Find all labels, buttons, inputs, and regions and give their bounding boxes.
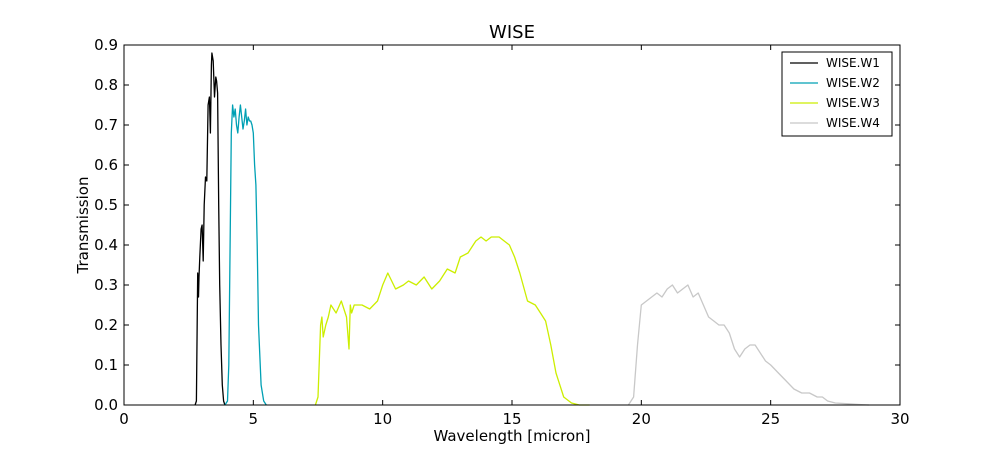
legend-label: WISE.W4 (826, 116, 880, 130)
y-tick-label: 0.4 (94, 236, 118, 254)
y-tick-label: 0.2 (94, 316, 118, 334)
x-tick-label: 15 (502, 410, 521, 428)
y-tick-label: 0.0 (94, 396, 118, 414)
x-tick-label: 0 (119, 410, 129, 428)
x-tick-label: 25 (761, 410, 780, 428)
legend-label: WISE.W2 (826, 76, 880, 90)
series-line-wise-w1 (194, 52, 226, 406)
legend-box (781, 51, 893, 137)
x-axis-label: Wavelength [micron] (433, 427, 590, 445)
y-tick-label: 0.1 (94, 356, 118, 374)
series-line-wise-w4 (627, 284, 870, 406)
y-tick-label: 0.9 (94, 36, 118, 54)
y-tick-label: 0.3 (94, 276, 118, 294)
x-tick-label: 20 (632, 410, 651, 428)
legend: WISE.W1 WISE.W2 WISE.W3 WISE.W4 (781, 51, 893, 137)
series-line-wise-w3 (314, 236, 590, 406)
y-tick-label: 0.7 (94, 116, 118, 134)
ticks: 0 5 10 15 20 25 30 0.0 0.1 0.2 0.3 0.4 0.5 0.6 0.7 0.8 0… (94, 36, 909, 428)
series-line-wise-w2 (224, 104, 267, 406)
legend-label: WISE.W3 (826, 96, 880, 110)
y-tick-label: 0.8 (94, 76, 118, 94)
legend-label: WISE.W1 (826, 56, 880, 70)
y-tick-label: 0.6 (94, 156, 118, 174)
y-tick-label: 0.5 (94, 196, 118, 214)
x-tick-label: 5 (249, 410, 259, 428)
chart-title: WISE (489, 22, 535, 43)
x-tick-label: 10 (373, 410, 392, 428)
x-tick-label: 30 (890, 410, 909, 428)
y-axis-label: Transmission (74, 177, 92, 275)
